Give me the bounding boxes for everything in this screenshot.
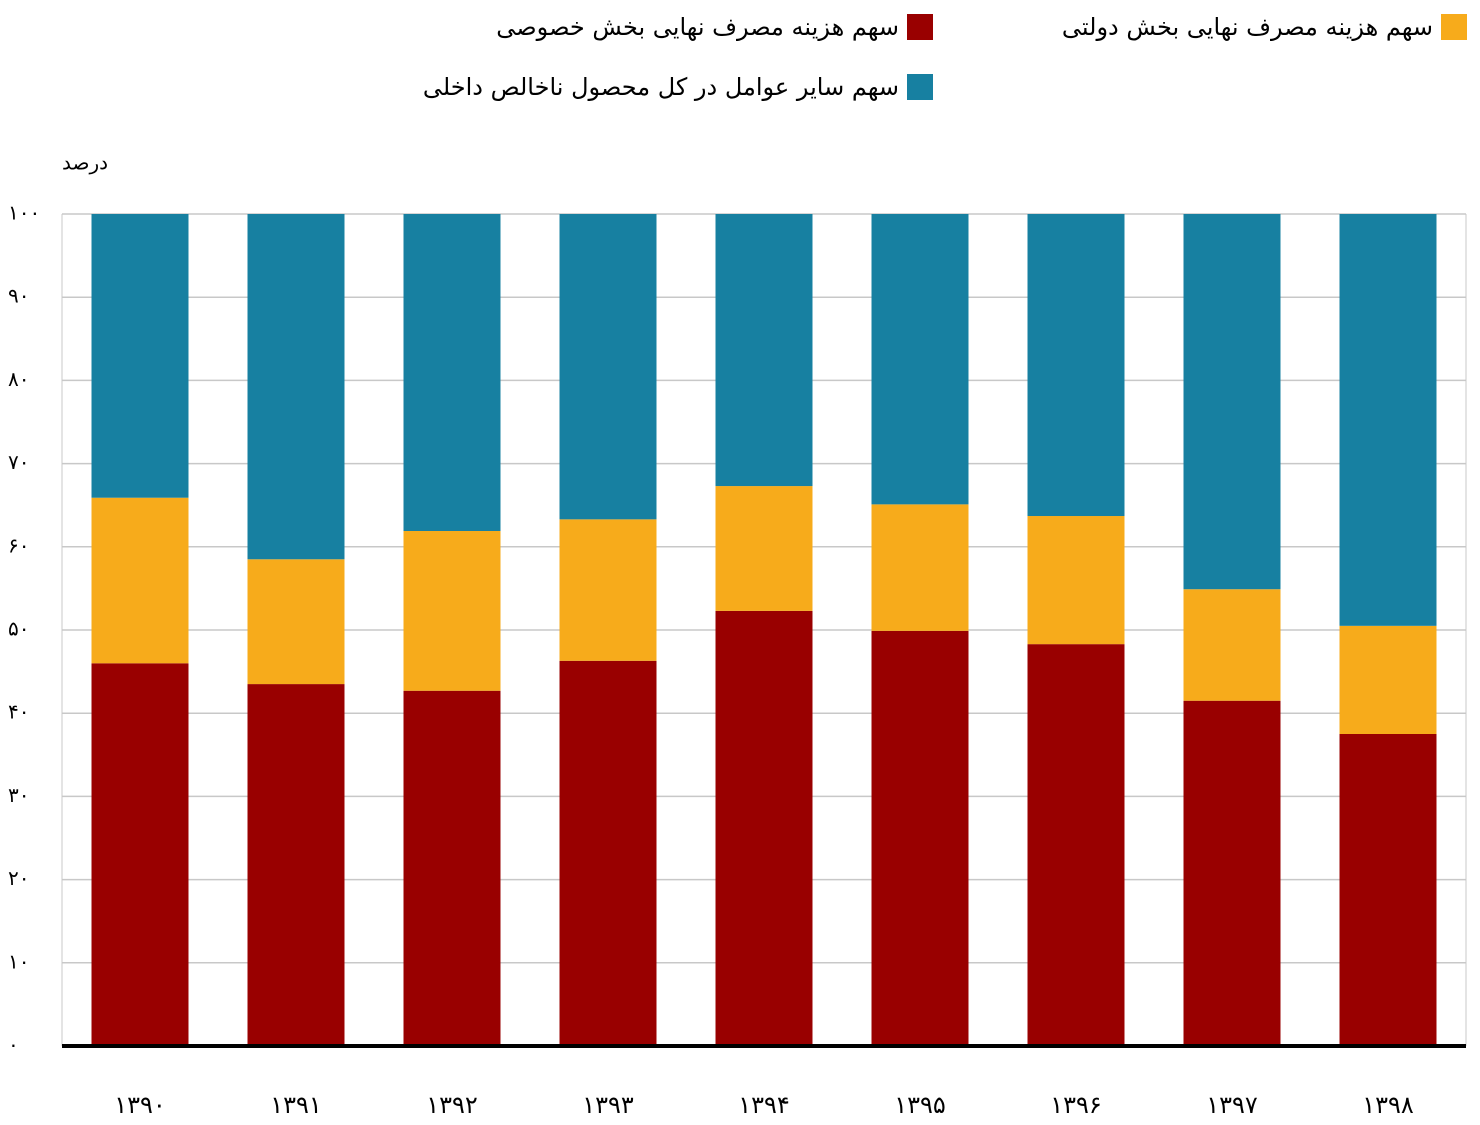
y-tick-label: ۰	[8, 1033, 19, 1057]
bar-segment	[1183, 589, 1281, 701]
x-tick-label: ۱۳۹۸	[1362, 1091, 1414, 1119]
bar-segment	[403, 214, 501, 531]
x-tick-label: ۱۳۹۷	[1206, 1091, 1258, 1119]
bar-segment	[1339, 734, 1437, 1046]
y-tick-label: ۸۰	[8, 367, 29, 391]
bar-segment	[1027, 516, 1125, 645]
y-tick-label: ۷۰	[8, 450, 29, 474]
y-tick-label: ۱۰	[8, 949, 29, 973]
x-tick-label: ۱۳۹۶	[1050, 1091, 1102, 1119]
bar-segment	[715, 610, 813, 1046]
y-tick-label: ۳۰	[8, 783, 29, 807]
y-tick-label: ۵۰	[8, 617, 29, 641]
y-tick-label: ۱۰۰	[8, 201, 40, 225]
y-tick-label: ۲۰	[8, 866, 29, 890]
legend-label: سهم هزینه مصرف نهایی بخش دولتی	[1062, 13, 1433, 41]
bar-segment	[871, 630, 969, 1046]
x-tick-label: ۱۳۹۵	[894, 1091, 946, 1119]
bar-segment	[1339, 625, 1437, 734]
bar-segment	[403, 690, 501, 1046]
bar-segment	[1027, 214, 1125, 517]
bar-segment	[715, 486, 813, 611]
x-tick-label: ۱۳۹۱	[270, 1091, 322, 1119]
bar-segment	[91, 497, 189, 664]
bar-segment	[715, 214, 813, 487]
bar-segment	[91, 663, 189, 1046]
bar-segment	[91, 214, 189, 498]
legend-swatch	[907, 14, 933, 40]
x-tick-label: ۱۳۹۴	[738, 1091, 790, 1119]
bar-segment	[559, 214, 657, 520]
y-tick-label: ۴۰	[8, 700, 29, 724]
x-tick-label: ۱۳۹۰	[114, 1091, 166, 1119]
y-tick-label: ۶۰	[8, 533, 29, 557]
legend-label: سهم سایر عوامل در کل محصول ناخالص داخلی	[423, 73, 899, 101]
legend-swatch	[1441, 14, 1467, 40]
bar-segment	[871, 504, 969, 631]
bar-segment	[1183, 700, 1281, 1046]
bar-segment	[1027, 644, 1125, 1046]
legend-label: سهم هزینه مصرف نهایی بخش خصوصی	[496, 13, 899, 41]
x-tick-label: ۱۳۹۳	[582, 1091, 634, 1119]
bar-segment	[1339, 214, 1437, 626]
x-tick-label: ۱۳۹۲	[426, 1091, 478, 1119]
legend-swatch	[907, 74, 933, 100]
bar-segment	[871, 214, 969, 505]
bar-segment	[403, 530, 501, 691]
bar-segment	[559, 660, 657, 1046]
y-axis-label: درصد	[62, 151, 108, 175]
bar-segment	[1183, 214, 1281, 590]
bar-segment	[247, 214, 345, 560]
bar-segment	[559, 519, 657, 661]
y-tick-label: ۹۰	[8, 284, 29, 308]
bar-segment	[247, 684, 345, 1046]
bar-segment	[247, 559, 345, 685]
